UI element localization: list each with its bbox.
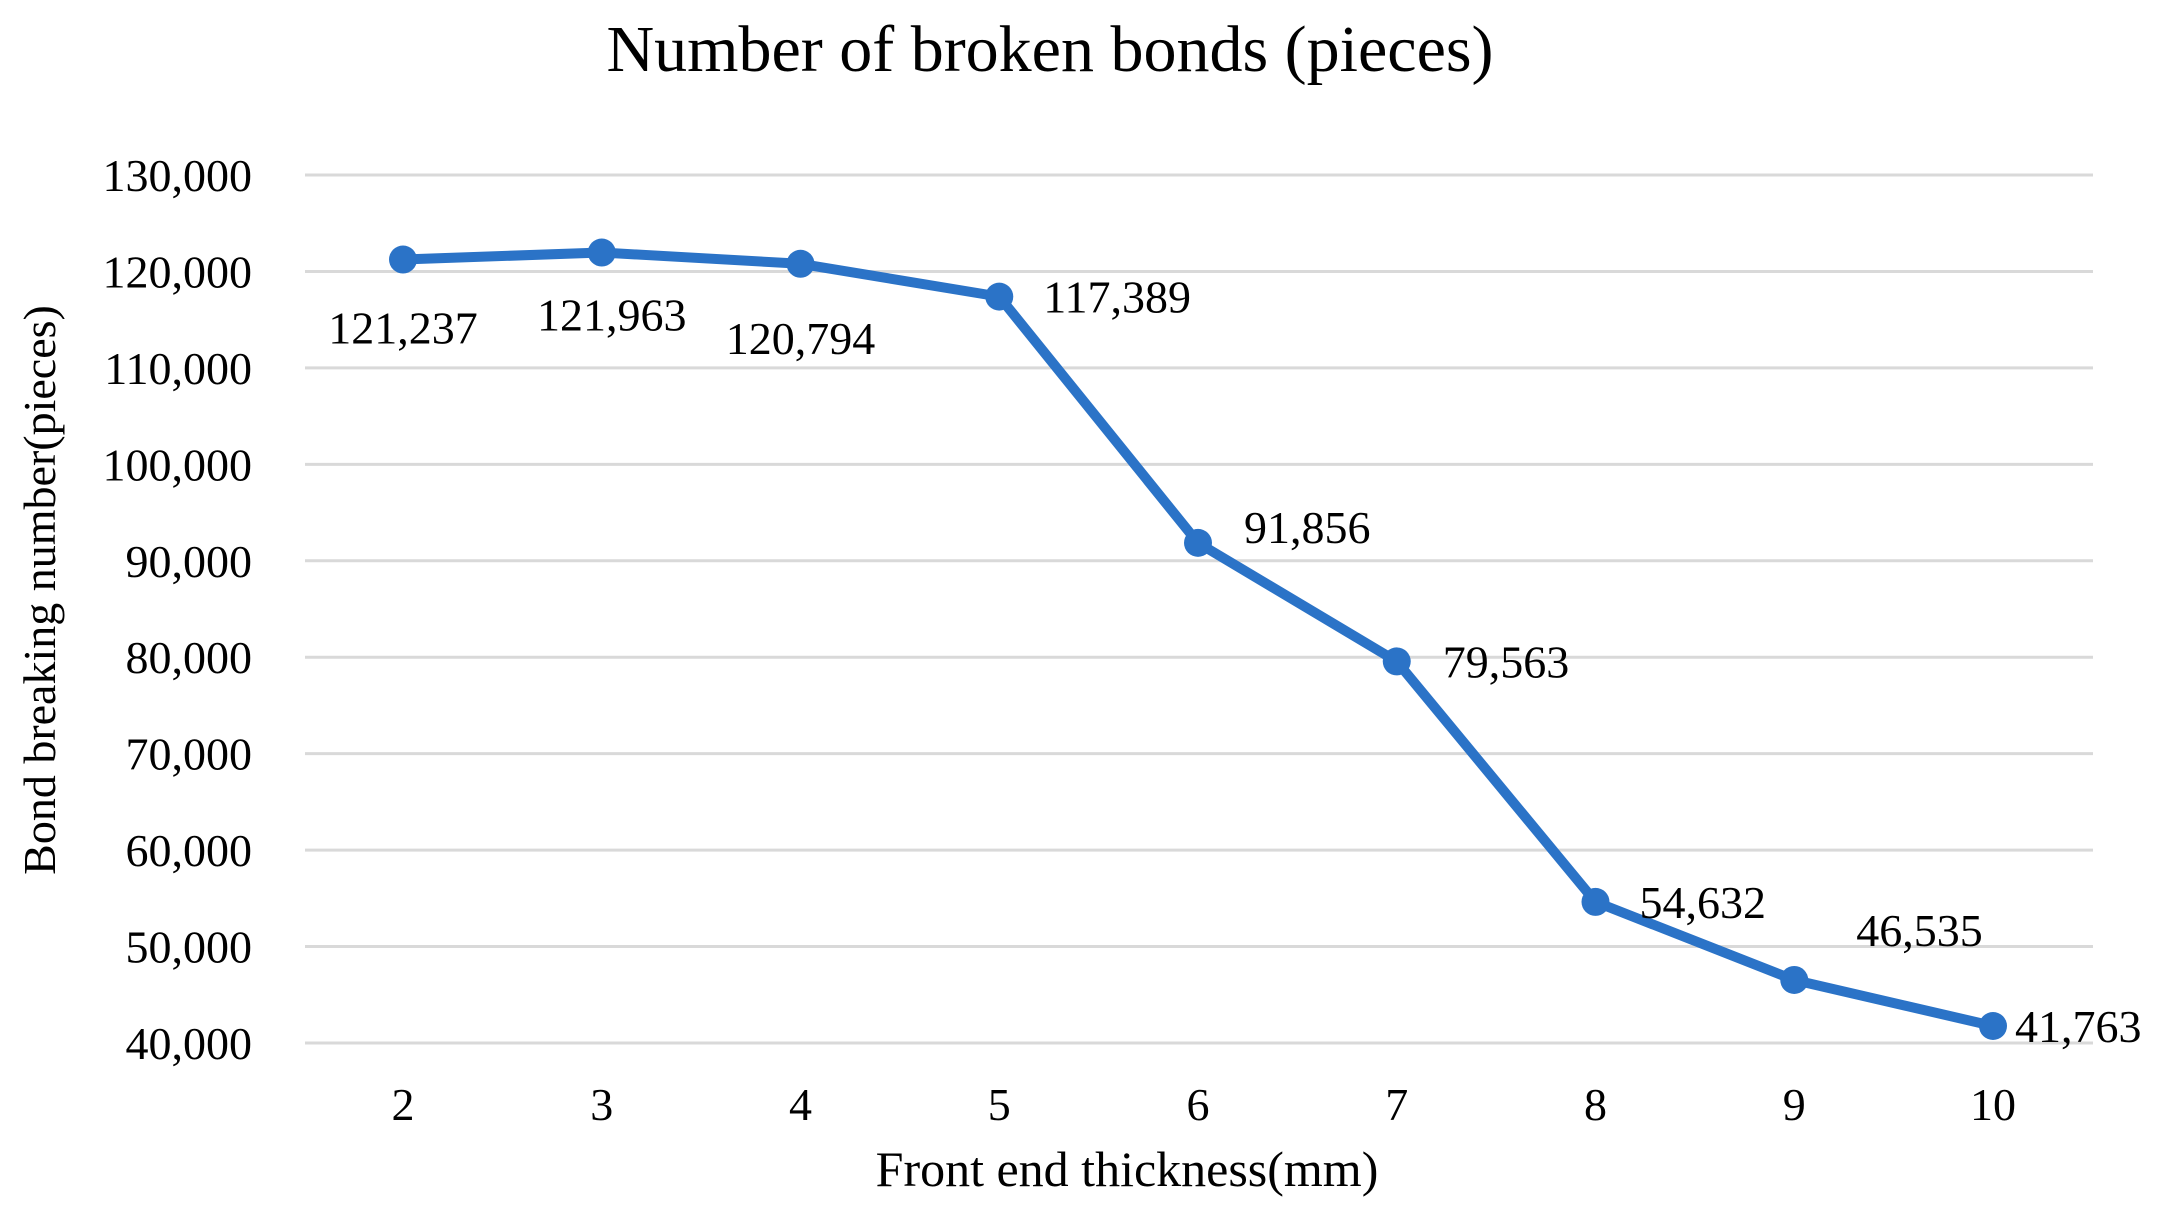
- data-point-label: 41,763: [2015, 1001, 2142, 1052]
- gridlines-layer: [305, 173, 2093, 1045]
- data-point-marker: [786, 249, 815, 278]
- x-tick-label: 4: [789, 1079, 812, 1130]
- data-point-marker: [985, 282, 1014, 311]
- data-point-marker: [1581, 887, 1610, 916]
- y-tick-label: 110,000: [104, 343, 252, 394]
- data-point-label: 121,963: [537, 290, 687, 341]
- data-point-marker: [389, 245, 417, 274]
- y-tick-label: 80,000: [126, 632, 253, 683]
- x-tick-label: 5: [988, 1079, 1011, 1130]
- x-axis-title: Front end thickness(mm): [875, 1141, 1379, 1197]
- y-tick-label: 90,000: [126, 536, 253, 587]
- y-tick-label: 40,000: [126, 1018, 253, 1069]
- data-series-layer: [389, 238, 2007, 1040]
- data-point-marker: [1780, 965, 1809, 994]
- data-point-label: 79,563: [1443, 636, 1570, 687]
- axis-tick-labels-layer: 40,000 50,000 60,000 70,000 80,000 90,000 100,…: [103, 150, 2017, 1130]
- y-tick-label: 100,000: [103, 439, 253, 490]
- data-point-label: 121,237: [328, 303, 478, 354]
- data-labels-layer: 121,237 121,963 120,794 117,389 91,856 79,563…: [328, 272, 2141, 1052]
- data-point-label: 91,856: [1244, 502, 1371, 553]
- data-point-label: 117,389: [1043, 272, 1191, 323]
- data-point-marker: [1979, 1011, 2007, 1040]
- data-point-label: 120,794: [726, 313, 876, 364]
- y-axis-title: Bond breaking number(pieces): [14, 305, 65, 875]
- x-tick-label: 8: [1584, 1079, 1607, 1130]
- data-point-marker: [587, 238, 616, 267]
- x-tick-label: 7: [1385, 1079, 1408, 1130]
- x-tick-label: 9: [1783, 1079, 1806, 1130]
- y-tick-label: 130,000: [103, 150, 253, 201]
- data-point-marker: [1382, 647, 1411, 676]
- x-tick-label: 2: [392, 1079, 415, 1130]
- y-tick-label: 70,000: [126, 729, 253, 780]
- data-point-label: 46,535: [1856, 905, 1983, 956]
- data-point-marker: [1184, 528, 1212, 557]
- data-point-label: 54,632: [1640, 877, 1767, 928]
- x-tick-label: 3: [590, 1079, 613, 1130]
- y-tick-label: 50,000: [126, 922, 253, 973]
- chart-title: Number of broken bonds (pieces): [606, 13, 1494, 86]
- x-tick-label: 6: [1187, 1079, 1210, 1130]
- y-tick-label: 60,000: [126, 825, 253, 876]
- y-tick-label: 120,000: [103, 246, 253, 297]
- x-tick-label: 10: [1970, 1079, 2016, 1130]
